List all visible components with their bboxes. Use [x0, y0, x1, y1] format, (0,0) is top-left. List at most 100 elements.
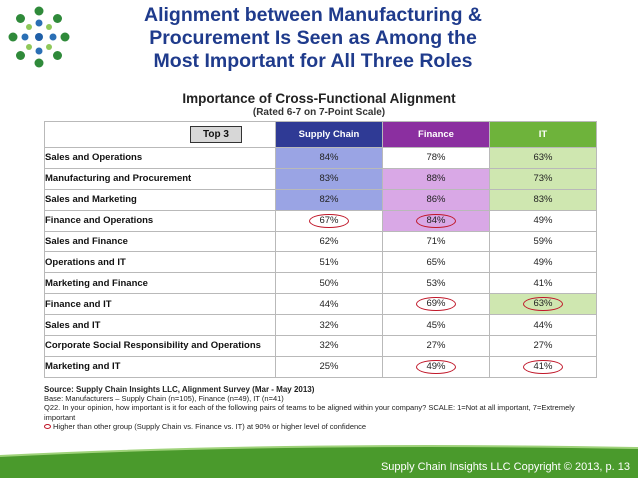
cell-supply-chain: 32%: [275, 335, 383, 357]
row-label: Sales and IT: [44, 314, 276, 337]
source-note: Source: Supply Chain Insights LLC, Align…: [44, 385, 315, 394]
circled-value: 69%: [416, 297, 456, 312]
legend-note-text: Higher than other group (Supply Chain vs…: [53, 421, 367, 431]
cell-supply-chain: 44%: [275, 293, 383, 316]
footer-band: [0, 445, 638, 478]
table-body: Sales and Operations 84% 78% 63% Manufacturi…: [44, 147, 597, 378]
cell-value: 73%: [533, 173, 553, 185]
row-label: Marketing and Finance: [44, 272, 276, 295]
top3-badge: Top 3: [190, 126, 242, 143]
cell-finance: 49%: [382, 355, 490, 378]
column-header-supply-chain: Supply Chain: [275, 121, 383, 148]
cell-it: 49%: [489, 209, 597, 232]
cell-value: 65%: [426, 256, 446, 268]
cell-value: 49%: [533, 256, 553, 268]
cell-value: 82%: [319, 194, 339, 206]
table-header-row: Top 3 Supply Chain Finance IT: [44, 121, 597, 148]
cell-value: 84%: [319, 152, 339, 164]
cell-finance: 69%: [382, 293, 490, 316]
cell-finance: 86%: [382, 188, 490, 211]
circle-legend-icon: [44, 424, 51, 430]
row-label: Sales and Marketing: [44, 188, 276, 211]
circled-value: 67%: [309, 213, 349, 228]
cell-it: 83%: [489, 188, 597, 211]
cell-finance: 84%: [382, 209, 490, 232]
table-row: Sales and IT 32% 45% 44%: [44, 314, 597, 337]
cell-value: 62%: [319, 236, 339, 247]
table-row: Marketing and IT 25% 49% 41%: [44, 355, 597, 378]
slide-title-line: Alignment between Manufacturing &: [143, 4, 482, 26]
row-label: Finance and Operations: [44, 209, 276, 232]
row-label: Manufacturing and Procurement: [44, 167, 276, 190]
cell-it: 63%: [489, 147, 597, 169]
cell-supply-chain: 51%: [275, 251, 383, 274]
cell-value: 32%: [319, 319, 339, 331]
cell-supply-chain: 50%: [275, 272, 383, 295]
question-note: Q22. In your opinion, how important is i…: [44, 403, 575, 422]
alignment-table: Top 3 Supply Chain Finance IT Sales and …: [44, 121, 597, 378]
slide-title-line: Procurement Is Seen as Among the: [149, 27, 477, 49]
slide-title-line: Most Important for All Three Roles: [153, 50, 473, 72]
row-label: Operations and IT: [44, 251, 276, 274]
legend-note: Higher than other group (Supply Chain vs…: [44, 422, 604, 431]
cell-value: 63%: [533, 152, 553, 164]
cell-value: 59%: [533, 236, 553, 247]
footnotes: Source: Supply Chain Insights LLC, Align…: [44, 385, 604, 431]
chart-title: Importance of Cross-Functional Alignment: [182, 91, 456, 106]
cell-it: 59%: [489, 230, 597, 253]
cell-finance: 78%: [382, 147, 490, 169]
cell-it: 41%: [489, 272, 597, 295]
cell-value: 41%: [533, 277, 553, 289]
cell-value: 51%: [319, 256, 339, 268]
cell-supply-chain: 82%: [275, 188, 383, 211]
cell-it: 49%: [489, 251, 597, 274]
cell-value: 45%: [426, 319, 446, 331]
table-corner: Top 3: [44, 121, 276, 148]
row-label: Sales and Operations: [44, 147, 276, 169]
circled-value: 49%: [416, 359, 456, 374]
cell-finance: 71%: [382, 230, 490, 253]
cell-finance: 27%: [382, 335, 490, 357]
cell-it: 27%: [489, 335, 597, 357]
cell-value: 27%: [533, 340, 553, 352]
table-row: Sales and Finance 62% 71% 59%: [44, 230, 597, 253]
cell-finance: 65%: [382, 251, 490, 274]
cell-value: 83%: [533, 194, 553, 206]
table-row: Sales and Operations 84% 78% 63%: [44, 147, 597, 169]
footer-copyright: Supply Chain Insights LLC Copyright © 20…: [380, 461, 630, 473]
column-header-it: IT: [489, 121, 597, 148]
slide-title: Alignment between Manufacturing & Procur…: [88, 4, 538, 73]
circled-value: 63%: [523, 297, 563, 312]
cell-it: 63%: [489, 293, 597, 316]
table-row: Sales and Marketing 82% 86% 83%: [44, 188, 597, 211]
cell-finance: 53%: [382, 272, 490, 295]
cell-supply-chain: 62%: [275, 230, 383, 253]
cell-value: 44%: [533, 319, 553, 331]
table-row: Corporate Social Responsibility and Oper…: [44, 335, 597, 357]
chart-subtitle: (Rated 6-7 on 7-Point Scale): [252, 107, 386, 118]
cell-it: 44%: [489, 314, 597, 337]
cell-value: 53%: [426, 277, 446, 289]
cell-value: 44%: [319, 298, 339, 310]
cell-it: 41%: [489, 355, 597, 378]
cell-supply-chain: 32%: [275, 314, 383, 337]
cell-supply-chain: 67%: [275, 209, 383, 232]
circled-value: 84%: [416, 213, 456, 228]
table-row: Finance and Operations 67% 84% 49%: [44, 209, 597, 232]
cell-value: 78%: [426, 152, 446, 164]
column-header-finance: Finance: [382, 121, 490, 148]
row-label: Corporate Social Responsibility and Oper…: [44, 335, 276, 357]
cell-value: 27%: [426, 340, 446, 352]
table-row: Operations and IT 51% 65% 49%: [44, 251, 597, 274]
cell-supply-chain: 83%: [275, 167, 383, 190]
table-row: Manufacturing and Procurement 83% 88% 73%: [44, 167, 597, 190]
circled-value: 41%: [523, 359, 563, 374]
base-note: Base: Manufacturers – Supply Chain (n=10…: [44, 394, 284, 404]
cell-supply-chain: 25%: [275, 355, 383, 378]
cell-value: 32%: [319, 340, 339, 352]
row-label: Sales and Finance: [44, 230, 276, 253]
cell-value: 88%: [426, 173, 446, 185]
row-label: Marketing and IT: [44, 355, 276, 378]
table-row: Marketing and Finance 50% 53% 41%: [44, 272, 597, 295]
cell-it: 73%: [489, 167, 597, 190]
